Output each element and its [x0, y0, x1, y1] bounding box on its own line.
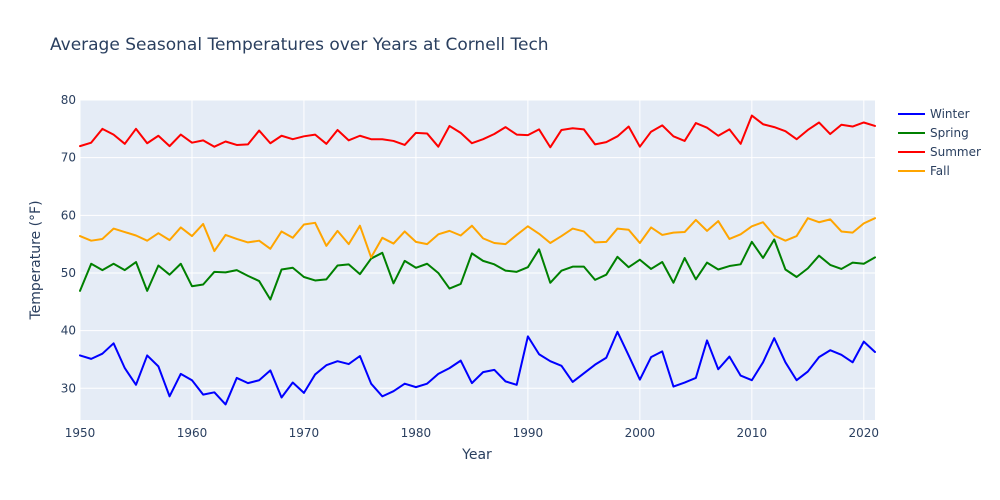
x-tick-label: 1990 — [513, 426, 544, 440]
legend-item-spring[interactable]: Spring — [898, 126, 969, 140]
y-axis-ticks: 30 40 50 60 70 80 — [61, 93, 76, 395]
legend-item-fall[interactable]: Fall — [898, 164, 950, 178]
legend[interactable]: Winter Spring Summer Fall — [898, 107, 981, 178]
series-line-spring[interactable] — [79, 238, 876, 301]
x-tick-label: 2020 — [849, 426, 880, 440]
series-line-winter[interactable] — [79, 330, 876, 406]
plot-area — [80, 100, 875, 420]
x-axis-title: Year — [461, 447, 492, 463]
x-tick-label: 1960 — [177, 426, 208, 440]
y-tick-label: 80 — [61, 93, 76, 107]
y-tick-label: 30 — [61, 381, 76, 395]
legend-label: Spring — [930, 126, 969, 140]
x-tick-label: 2000 — [625, 426, 656, 440]
legend-item-winter[interactable]: Winter — [898, 107, 970, 121]
legend-item-summer[interactable]: Summer — [898, 145, 981, 159]
y-axis-title: Temperature (°F) — [28, 200, 44, 320]
x-tick-label: 1970 — [289, 426, 320, 440]
y-tick-label: 60 — [61, 208, 76, 222]
chart-title: Average Seasonal Temperatures over Years… — [50, 35, 549, 55]
y-tick-label: 40 — [61, 324, 76, 338]
x-tick-label: 2010 — [737, 426, 768, 440]
y-tick-label: 50 — [61, 266, 76, 280]
legend-label: Fall — [930, 164, 950, 178]
legend-label: Summer — [930, 145, 981, 159]
x-axis-ticks: 1950 1960 1970 1980 1990 2000 2010 2020 — [65, 426, 879, 440]
x-tick-label: 1980 — [401, 426, 432, 440]
series-line-summer[interactable] — [79, 114, 876, 149]
series-line-fall[interactable] — [79, 217, 876, 259]
y-tick-label: 70 — [61, 151, 76, 165]
legend-label: Winter — [930, 107, 970, 121]
x-tick-label: 1950 — [65, 426, 96, 440]
series-layer — [79, 114, 876, 406]
